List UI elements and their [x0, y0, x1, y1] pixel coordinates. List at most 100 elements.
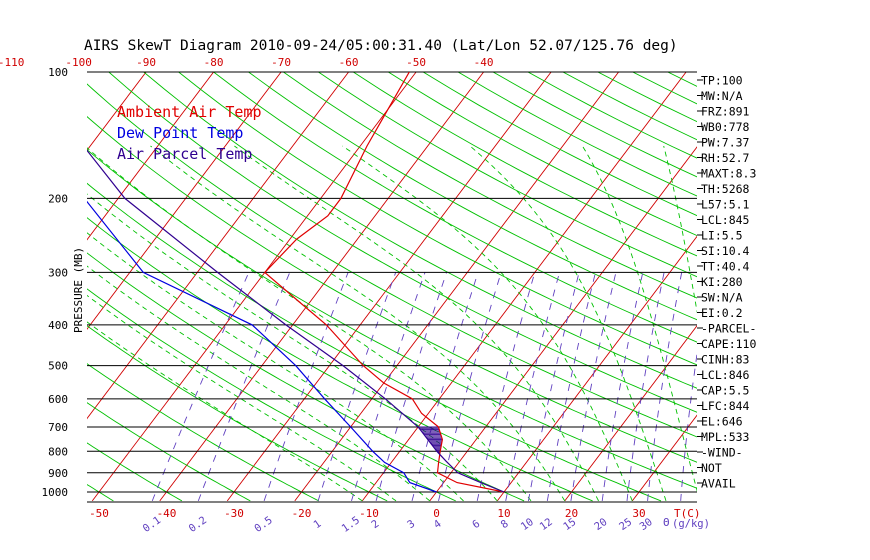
mixing-ratio-tick-label: 15 — [561, 516, 578, 533]
index-entry: LFC:844 — [701, 399, 750, 413]
dry-adiabat-line — [213, 72, 697, 343]
dry-adiabat-line — [87, 182, 662, 502]
mixing-ratio-tick-label: 2 — [369, 518, 381, 531]
mixing-ratio-tick-label: 10 — [519, 516, 536, 533]
pressure-tick-label: 300 — [48, 266, 68, 279]
mixing-ratio-line — [151, 272, 250, 502]
isotherm-line — [0, 72, 79, 501]
profile-line — [263, 72, 505, 493]
isotherm-line — [91, 72, 417, 502]
isotherm-line — [631, 414, 697, 502]
pressure-tick-label: 600 — [48, 393, 68, 406]
bottom-temperature-tick-label: 20 — [565, 507, 578, 520]
profile-line — [87, 200, 437, 493]
index-entry: SW:N/A — [701, 291, 743, 305]
dry-adiabat-line — [108, 72, 697, 413]
x-axis-label: T(C) — [674, 507, 701, 520]
bottom-temperature-tick-label: 10 — [497, 507, 510, 520]
dry-adiabat-line — [457, 72, 697, 197]
chart-title: AIRS SkewT Diagram 2010-09-24/05:00:31.4… — [84, 38, 678, 54]
mixing-ratio-tick-label: 4 — [432, 518, 444, 531]
isotherm-line — [87, 72, 282, 330]
mixing-ratio-line — [527, 272, 580, 501]
mixing-ratio-tick-label: 25 — [617, 516, 634, 533]
bottom-temperature-tick-label: 0 — [433, 507, 440, 520]
index-entry: WB0:778 — [701, 120, 750, 134]
mixing-ratio-line — [476, 272, 536, 501]
index-entry: CAP:5.5 — [701, 384, 749, 398]
index-entry: PW:7.37 — [701, 136, 750, 150]
index-entry: EI:0.2 — [701, 306, 743, 320]
legend-entry: Ambient Air Temp — [117, 103, 262, 121]
dry-adiabat-line — [318, 72, 697, 278]
moist-adiabat-line — [234, 145, 599, 502]
isotherm-line — [159, 72, 484, 502]
top-temperature-tick-label: -50 — [406, 56, 426, 69]
index-entry: LCL:846 — [701, 368, 750, 382]
mixing-ratio-line — [438, 272, 502, 502]
moist-adiabat-line — [469, 145, 667, 502]
top-temperature-tick-label: -80 — [204, 56, 224, 69]
index-entry: TH:5268 — [701, 182, 750, 196]
y-axis-label: PRESSURE (MB) — [72, 247, 85, 333]
mixing-ratio-line — [411, 272, 479, 502]
legend-entry: Dew Point Temp — [117, 124, 243, 142]
isotherm-line — [294, 72, 619, 502]
moist-adiabat-line — [87, 147, 532, 502]
dry-adiabat-line — [87, 252, 525, 502]
bottom-temperature-tick-label: -10 — [359, 507, 379, 520]
moist-adiabat-line — [342, 145, 633, 502]
mixing-ratio-line — [197, 272, 291, 502]
mixing-ratio-tick-label: 20 — [592, 516, 609, 533]
top-temperature-tick-label: -40 — [474, 56, 494, 69]
mixing-ratio-tick-label: 12 — [538, 516, 555, 533]
isobar-lines — [87, 71, 697, 503]
index-entry: -PARCEL- — [701, 322, 756, 336]
moist-adiabat-line — [582, 145, 697, 493]
index-entry: MPL:533 — [701, 430, 750, 444]
dry-adiabat-line — [87, 483, 114, 502]
mixing-ratio-line — [505, 272, 560, 501]
isotherm-line — [496, 235, 697, 502]
dry-adiabat-line — [388, 72, 697, 237]
dry-adiabat-line — [248, 72, 697, 321]
index-entry: SI:10.4 — [701, 244, 750, 258]
mixing-ratio-tick-label: 3 — [405, 518, 417, 531]
isotherm-line — [564, 325, 697, 502]
dry-adiabat-line — [178, 72, 697, 366]
dry-adiabat-line — [87, 83, 697, 438]
pressure-tick-labels: 100 200 300 400 500 600 700 800 900 1000 — [42, 66, 69, 499]
bottom-temperature-tick-label: -30 — [224, 507, 244, 520]
index-entry: RH:52.7 — [701, 151, 750, 165]
top-temperature-tick-label: -90 — [136, 56, 156, 69]
bottom-temperature-tick-label: -20 — [292, 507, 312, 520]
top-temperature-tick-label: -70 — [271, 56, 291, 69]
index-entry: CINH:83 — [701, 353, 750, 367]
moist-adiabat-line — [87, 193, 498, 502]
isotherm-lines — [0, 72, 697, 502]
index-entry: MW:N/A — [701, 89, 743, 103]
mixing-ratio-line — [375, 272, 448, 502]
index-entry: LCL:845 — [701, 213, 749, 227]
legend: Ambient Air Temp Dew Point Temp Air Parcel… — [117, 103, 262, 163]
bottom-temperature-tick-label: 30 — [632, 507, 645, 520]
isotherm-line — [226, 72, 552, 502]
mixing-ratio-line — [647, 272, 683, 501]
top-temperature-tick-label: -110 — [0, 56, 24, 69]
theta-label: Θ — [663, 516, 670, 529]
index-entry: L57:5.1 — [701, 198, 750, 212]
legend-entry: Air Parcel Temp — [117, 145, 252, 163]
top-temperature-tick-label: -100 — [65, 56, 92, 69]
dry-adiabat-line — [422, 72, 697, 217]
pressure-tick-label: 1000 — [42, 486, 69, 499]
index-entry: CAPE:110 — [701, 337, 756, 351]
isotherm-line — [87, 72, 214, 241]
mixing-ratio-unit-label: (g/kg) — [672, 518, 710, 530]
index-entry: EL:646 — [701, 415, 743, 429]
dry-adiabat-line — [353, 72, 697, 257]
index-entry: LI:5.5 — [701, 229, 743, 243]
bottom-temperature-tick-labels: -50 -40 -30 -20 -10 0 10 20 30 — [89, 507, 646, 520]
moist-adiabat-line — [150, 145, 566, 502]
bottom-temperature-tick-label: -40 — [157, 507, 177, 520]
index-entry: AVAIL — [701, 477, 736, 491]
